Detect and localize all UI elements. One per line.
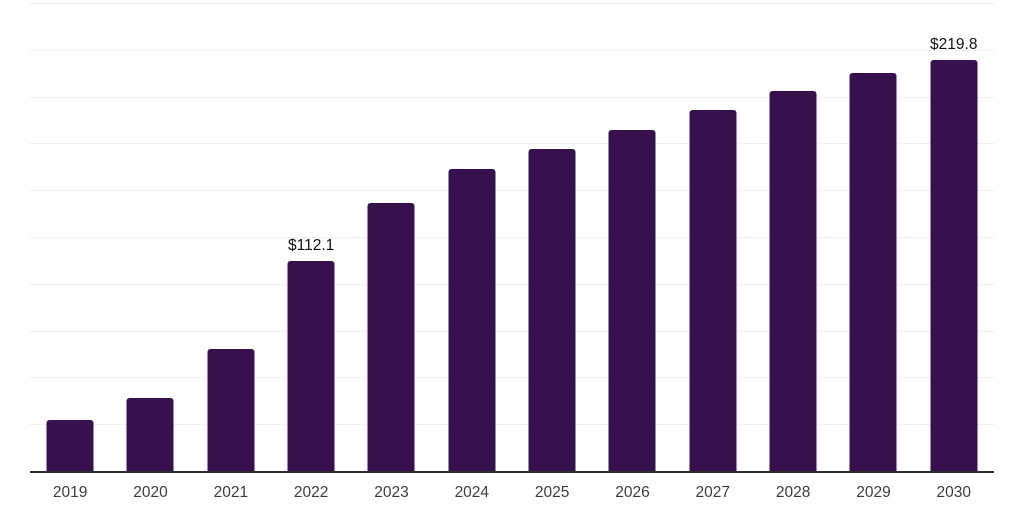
gridline (30, 330, 994, 332)
bar-2023 (367, 202, 415, 471)
bar-2019 (46, 420, 94, 471)
x-axis-labels: 2019 2020 2021 2022 2023 2024 2025 2026 2027 2028… (30, 484, 994, 502)
x-tick-label-2025: 2025 (534, 484, 570, 501)
bar-slot-2021 (191, 3, 271, 471)
bar-slot-2028 (753, 3, 833, 471)
x-tick-label-2030: 2030 (936, 484, 972, 501)
gridline (30, 3, 994, 4)
bar-2022 (287, 261, 335, 471)
x-tick-label-2021: 2021 (213, 484, 249, 501)
x-tick-label-2020: 2020 (133, 484, 168, 501)
x-tick-label-2029: 2029 (856, 484, 891, 501)
gridline (30, 143, 994, 145)
gridline (30, 237, 994, 238)
bar-2029 (849, 73, 897, 471)
gridline (30, 283, 994, 285)
bar-2026 (608, 129, 656, 471)
bar-2028 (769, 90, 817, 471)
bar-slot-2024 (432, 3, 512, 471)
gridline (30, 377, 994, 379)
x-tick-label-2026: 2026 (615, 484, 650, 501)
bar-slot-2025 (512, 3, 592, 471)
x-tick-label-2024: 2024 (454, 484, 490, 501)
x-tick-label-2028: 2028 (775, 484, 811, 501)
x-tick-label-2022: 2022 (293, 484, 329, 501)
x-axis-line (30, 471, 994, 473)
bar-slot-2022: $112.1 (271, 3, 351, 471)
bar-slot-2026 (592, 3, 672, 471)
bar-2030 (930, 59, 978, 471)
x-tick-label-2019: 2019 (52, 484, 88, 501)
bar-2020 (126, 398, 174, 471)
x-tick-label-2023: 2023 (374, 484, 409, 501)
gridline (30, 190, 994, 192)
bar-slot-2020 (110, 3, 190, 471)
data-label-2022: $112.1 (288, 237, 335, 255)
bar-slot-2023 (351, 3, 431, 471)
data-label-2030: $219.8 (930, 35, 978, 53)
bar-2024 (448, 168, 496, 471)
gridline (30, 424, 994, 426)
bar-slot-2029 (833, 3, 913, 471)
gridline (30, 96, 994, 98)
bar-2021 (207, 349, 255, 471)
bar-slot-2019 (30, 3, 110, 471)
x-tick-label-2027: 2027 (695, 484, 731, 501)
bar-2025 (528, 148, 576, 471)
gridline (30, 49, 994, 51)
bar-slot-2027 (673, 3, 753, 471)
bar-2027 (689, 110, 737, 471)
bar-slot-2030: $219.8 (914, 3, 994, 471)
bars: $112.1 $219.8 (30, 3, 994, 471)
plot-area: $112.1 $219.8 (30, 3, 994, 471)
